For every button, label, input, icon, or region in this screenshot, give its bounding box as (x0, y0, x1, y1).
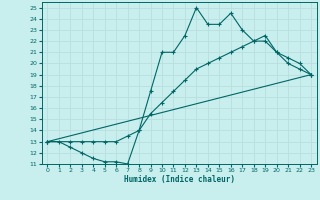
X-axis label: Humidex (Indice chaleur): Humidex (Indice chaleur) (124, 175, 235, 184)
